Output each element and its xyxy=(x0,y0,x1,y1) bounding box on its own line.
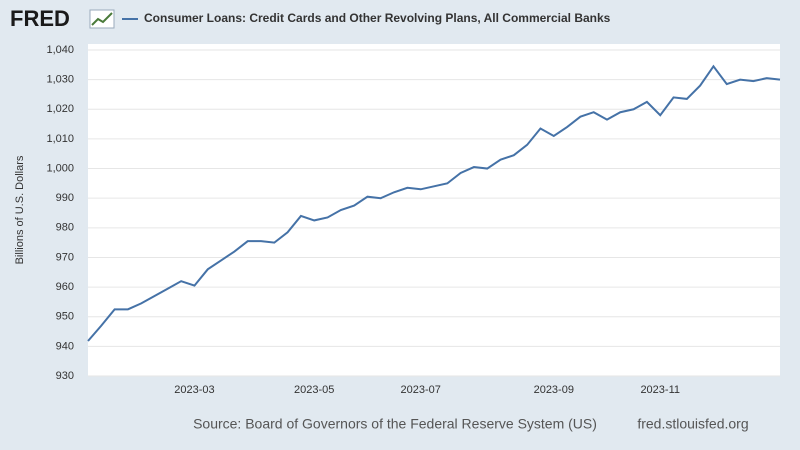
data-line xyxy=(87,64,781,342)
y-tick-label: 950 xyxy=(56,311,74,323)
x-tick-label: 2023-09 xyxy=(534,384,574,396)
y-tick-label: 1,040 xyxy=(46,44,74,56)
y-axis-label: Billions of U.S. Dollars xyxy=(14,155,26,264)
y-tick-label: 1,010 xyxy=(46,133,74,145)
source-url: fred.stlouisfed.org xyxy=(637,416,748,432)
source: Source: Board of Governors of the Federa… xyxy=(193,416,597,432)
y-tick-label: 1,030 xyxy=(46,74,74,86)
x-tick-label: 2023-07 xyxy=(401,384,441,396)
legend-label: Consumer Loans: Credit Cards and Other R… xyxy=(144,11,611,25)
logo-icon xyxy=(89,9,115,29)
y-tick-label: 970 xyxy=(56,251,74,263)
y-tick-label: 960 xyxy=(56,281,74,293)
x-tick-label: 2023-05 xyxy=(294,384,334,396)
x-tick-label: 2023-03 xyxy=(174,384,214,396)
y-tick-label: 1,000 xyxy=(46,162,74,174)
y-tick-label: 1,020 xyxy=(46,103,74,115)
x-tick-label: 2023-11 xyxy=(640,384,680,396)
logo: FRED xyxy=(10,6,70,31)
y-tick-label: 990 xyxy=(56,192,74,204)
y-tick-label: 980 xyxy=(56,222,74,234)
plot-area xyxy=(88,44,780,376)
y-tick-label: 940 xyxy=(56,340,74,352)
y-tick-label: 930 xyxy=(56,370,74,382)
